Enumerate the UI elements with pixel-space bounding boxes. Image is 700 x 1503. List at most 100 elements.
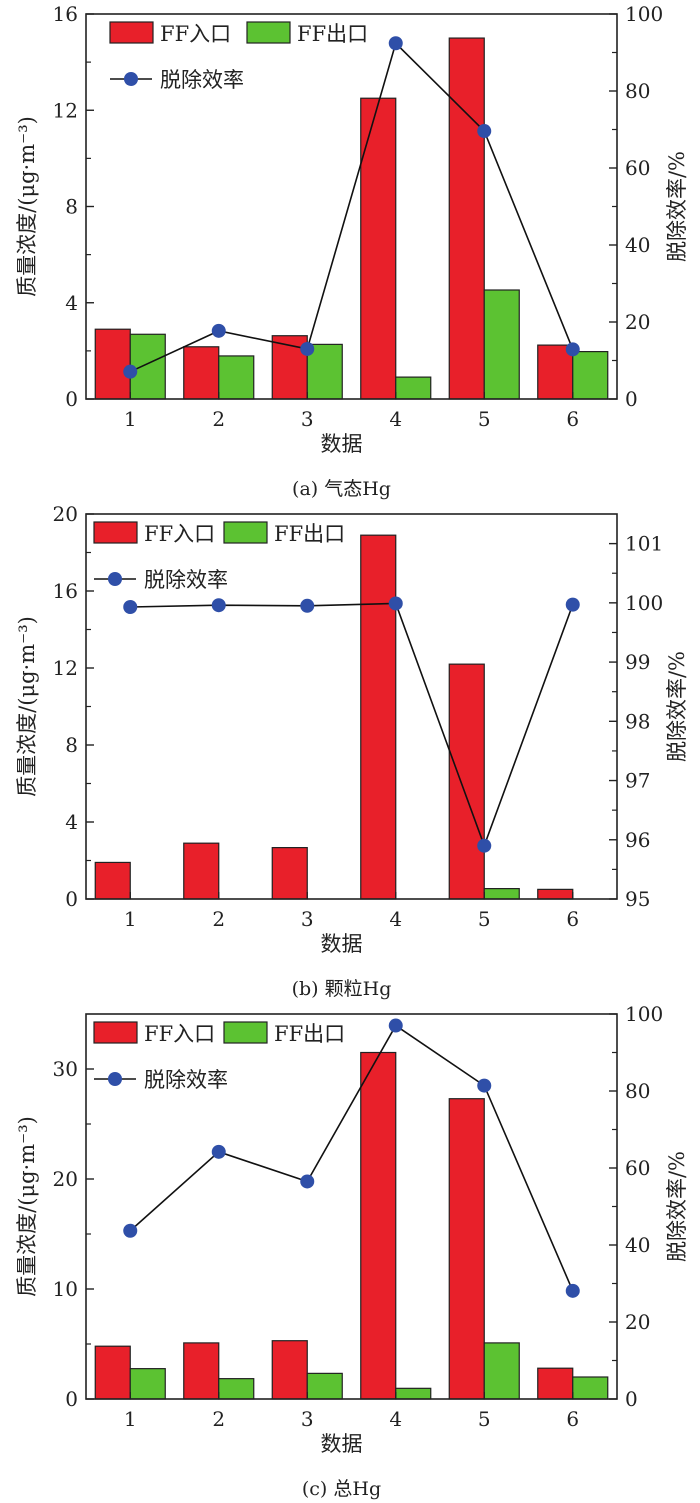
y-tick-label: 12 [53,656,78,680]
bar-outlet [483,1342,520,1400]
legend-label-efficiency: 脱除效率 [144,1068,228,1092]
x-tick-label: 2 [212,407,225,431]
x-tick-label: 5 [478,407,491,431]
y-right-tick-label: 80 [625,79,650,103]
x-tick-label: 6 [566,1407,579,1431]
legend-swatch-inlet [93,521,138,544]
legend-label-outlet: FF出口 [274,522,345,546]
x-tick-label: 5 [478,907,491,931]
y-right-tick-label: 40 [625,1233,650,1257]
x-tick-label: 2 [212,907,225,931]
efficiency-point [388,596,403,611]
legend-label-outlet: FF出口 [274,1022,345,1046]
y-right-tick-label: 100 [625,1002,663,1026]
legend-swatch-outlet [223,1021,268,1044]
y-tick-label: 8 [65,733,78,757]
legend-marker-efficiency [108,572,122,586]
legend-label-efficiency: 脱除效率 [160,68,244,92]
y-right-tick-label: 80 [625,1079,650,1103]
y-right-tick-label: 20 [625,310,650,334]
bar-inlet [94,328,131,400]
efficiency-point [477,124,492,139]
chart-caption: (c) 总Hg [302,1478,381,1500]
legend-label-outlet: FF出口 [297,22,368,46]
y-right-tick-label: 100 [625,2,663,26]
x-tick-label: 3 [301,407,314,431]
legend-swatch-outlet [223,521,268,544]
efficiency-point [211,323,226,338]
efficiency-point [565,597,580,612]
y-right-tick-label: 20 [625,1310,650,1334]
bar-inlet [537,1367,574,1400]
y-tick-label: 0 [65,887,78,911]
efficiency-point [300,341,315,356]
y-right-tick-label: 100 [625,591,663,615]
bar-inlet [94,1345,131,1400]
chart-caption: (a) 气态Hg [292,478,391,500]
x-tick-label: 2 [212,1407,225,1431]
y-right-tick-label: 95 [625,887,650,911]
bar-inlet [448,663,485,900]
bar-inlet [183,346,220,400]
efficiency-point [300,598,315,613]
legend-marker-efficiency [108,1072,122,1086]
bar-outlet [572,1376,609,1400]
y-tick-label: 0 [65,387,78,411]
efficiency-line [129,1024,574,1292]
y-right-tick-label: 101 [625,532,663,556]
y-tick-label: 4 [65,810,78,834]
chart-panel-c: 0 10 20 30 0 20 40 60 80 100 1 2 3 4 5 6 数据 (c) 总Hg 质量浓度/(… [15,1002,689,1500]
efficiency-point [300,1174,315,1189]
x-tick-label: 6 [566,407,579,431]
efficiency-point [211,1144,226,1159]
x-tick-label: 4 [389,907,402,931]
y-right-tick-label: 0 [625,1387,638,1411]
bar-inlet [360,97,397,400]
legend-marker-efficiency [124,72,138,86]
x-axis-label: 数据 [321,432,363,456]
y-right-tick-label: 96 [625,828,650,852]
bar-inlet [183,1342,220,1400]
y-axis-label: 质量浓度/(μg·m⁻³) [15,1116,39,1297]
efficiency-point [123,364,138,379]
y-right-axis-label: 脱除效率/% [665,651,689,762]
x-tick-label: 5 [478,1407,491,1431]
y-tick-label: 20 [53,1167,78,1191]
bar-outlet [483,888,520,900]
bar-outlet [483,289,520,400]
legend-swatch-inlet [109,21,154,44]
y-right-axis-label: 脱除效率/% [665,1151,689,1262]
y-tick-label: 16 [53,579,78,603]
legend-label-inlet: FF入口 [160,22,231,46]
efficiency-point [123,599,138,614]
legend-label-inlet: FF入口 [144,522,215,546]
x-tick-label: 6 [566,907,579,931]
y-tick-label: 10 [53,1277,78,1301]
y-tick-label: 30 [53,1057,78,1081]
y-right-tick-label: 97 [625,769,650,793]
bar-outlet [572,350,609,400]
bar-outlet [218,355,255,400]
efficiency-line [130,602,574,849]
efficiency-point [477,1078,492,1093]
x-tick-label: 1 [124,907,137,931]
y-right-tick-label: 60 [625,1156,650,1180]
bar-outlet [218,1378,255,1400]
bar-inlet [271,847,308,900]
bar-inlet [448,37,485,400]
efficiency-point [123,1223,138,1238]
bar-outlet [129,1368,166,1400]
y-tick-label: 20 [53,502,78,526]
bar-outlet [306,343,343,400]
x-tick-label: 3 [301,907,314,931]
y-right-tick-label: 99 [625,650,650,674]
y-right-tick-label: 0 [625,387,638,411]
bar-outlet [129,333,166,400]
efficiency-point [211,598,226,613]
x-tick-label: 4 [389,407,402,431]
efficiency-line [129,41,574,373]
efficiency-point [565,1283,580,1298]
